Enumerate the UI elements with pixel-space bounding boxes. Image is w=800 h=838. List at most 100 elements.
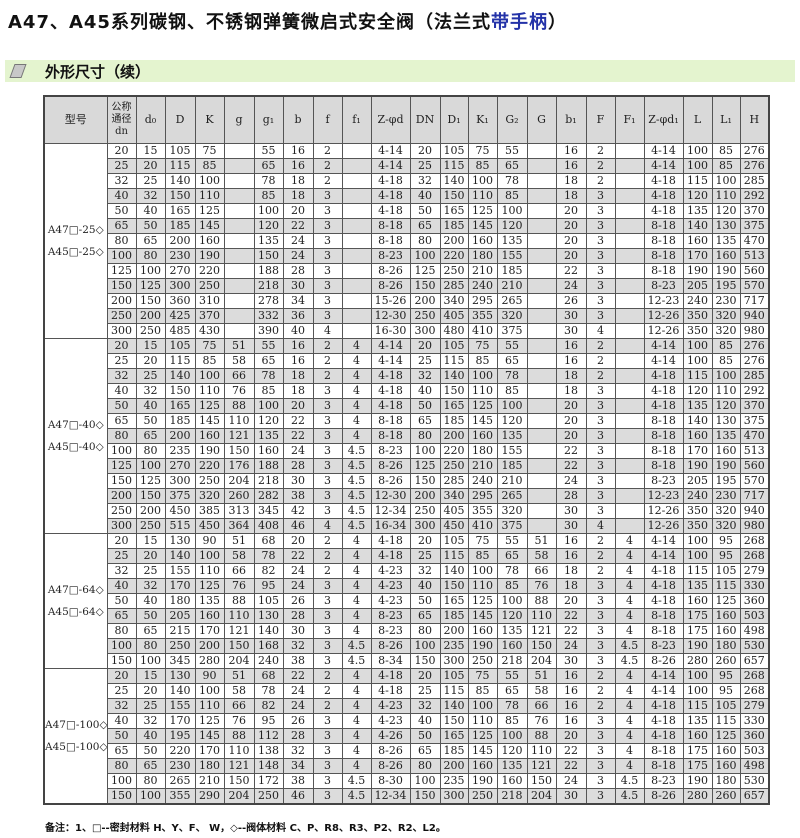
table-cell: 30 xyxy=(555,503,587,519)
table-cell: 58 xyxy=(223,683,255,699)
table-cell: 150 xyxy=(439,383,469,399)
table-cell: 8-26 xyxy=(370,263,411,279)
table-cell: 200 xyxy=(409,293,441,309)
table-cell: 30 xyxy=(555,323,587,339)
table-cell xyxy=(614,173,645,189)
table-cell: 50 xyxy=(409,728,441,744)
table-cell: 140 xyxy=(164,173,196,189)
table-cell: 8-26 xyxy=(370,758,411,774)
table-cell: 176 xyxy=(223,458,255,474)
table-cell: 16 xyxy=(555,668,587,684)
table-cell: 3 xyxy=(312,413,343,429)
table-cell: 160 xyxy=(253,443,284,459)
table-cell: 3 xyxy=(585,788,616,805)
table-cell: 88 xyxy=(223,728,255,744)
table-cell: 75 xyxy=(467,533,498,549)
table-cell: 345 xyxy=(253,503,284,519)
table-cell: 8-18 xyxy=(643,218,684,234)
table-cell: 4-18 xyxy=(370,368,411,384)
table-cell: 135 xyxy=(496,758,528,774)
table-cell: 270 xyxy=(164,458,196,474)
table-cell: 180 xyxy=(711,773,741,789)
table-cell: 160 xyxy=(682,428,713,444)
table-cell: 22 xyxy=(555,743,587,759)
table-cell: 76 xyxy=(526,578,557,594)
table-cell: 135 xyxy=(711,233,741,249)
table-cell: 240 xyxy=(253,653,284,669)
table-cell: 340 xyxy=(439,293,469,309)
table-cell: 24 xyxy=(555,278,587,294)
table-cell: 140 xyxy=(439,173,469,189)
table-cell: 22 xyxy=(282,428,314,444)
table-cell: 3 xyxy=(312,308,343,324)
table-cell: 172 xyxy=(253,773,284,789)
table-cell: 330 xyxy=(739,578,770,594)
table-cell: 125 xyxy=(467,593,498,609)
table-cell: 4 xyxy=(341,413,372,429)
table-cell: 4-14 xyxy=(370,158,411,174)
table-cell: 65 xyxy=(106,743,137,759)
table-cell: 100 xyxy=(467,368,498,384)
table-cell: 285 xyxy=(439,473,469,489)
table-cell: 160 xyxy=(711,443,741,459)
table-cell: 140 xyxy=(439,563,469,579)
table-cell: 155 xyxy=(164,563,196,579)
table-cell: 65 xyxy=(253,158,284,174)
table-cell: 4-23 xyxy=(370,578,411,594)
table-cell: 8-18 xyxy=(643,248,684,264)
table-cell: 4-18 xyxy=(643,563,684,579)
table-cell: 8-26 xyxy=(370,278,411,294)
table-cell: 75 xyxy=(194,143,225,159)
table-cell: 120 xyxy=(253,218,284,234)
table-cell: 4 xyxy=(312,518,343,534)
table-cell: 320 xyxy=(711,323,741,339)
table-cell: 125 xyxy=(106,263,137,279)
table-cell: 3 xyxy=(585,458,616,474)
table-cell: 3 xyxy=(312,188,343,204)
table-cell xyxy=(526,263,557,279)
table-cell: 135 xyxy=(496,233,528,249)
table-cell: 160 xyxy=(194,608,225,624)
table-cell: 210 xyxy=(467,458,498,474)
table-cell: 3 xyxy=(312,263,343,279)
table-cell xyxy=(526,458,557,474)
table-cell: 276 xyxy=(739,158,770,174)
table-cell: 125 xyxy=(409,458,441,474)
table-cell: 100 xyxy=(682,533,713,549)
table-cell xyxy=(614,383,645,399)
table-cell: 100 xyxy=(135,653,166,669)
table-cell: 145 xyxy=(194,218,225,234)
table-cell xyxy=(614,293,645,309)
table-cell: 110 xyxy=(467,188,498,204)
table-cell xyxy=(341,308,372,324)
table-row: 150 100 355 290 204 250 46 3 4.5 12-34 150 300 250 21… xyxy=(44,788,770,805)
table-cell: 18 xyxy=(282,368,314,384)
table-cell: 175 xyxy=(682,608,713,624)
table-cell: 185 xyxy=(439,218,469,234)
table-cell: 4.5 xyxy=(341,518,372,534)
model-name: A47□-64◇ xyxy=(47,584,104,596)
table-cell: 4 xyxy=(312,323,343,339)
table-cell: 8-18 xyxy=(370,233,411,249)
table-cell: 100 xyxy=(682,548,713,564)
table-cell: 32 xyxy=(409,698,441,714)
table-cell: 160 xyxy=(711,623,741,639)
table-cell: 80 xyxy=(106,233,137,249)
table-cell: 4-14 xyxy=(643,683,684,699)
table-cell: 135 xyxy=(682,203,713,219)
table-cell xyxy=(526,278,557,294)
table-cell: 4.5 xyxy=(341,458,372,474)
table-cell: 200 xyxy=(164,233,196,249)
table-cell: 180 xyxy=(711,638,741,654)
table-cell: 50 xyxy=(106,203,137,219)
table-cell: 22 xyxy=(555,263,587,279)
table-cell: 66 xyxy=(223,563,255,579)
table-cell: 4-18 xyxy=(643,188,684,204)
table-cell: 4 xyxy=(341,533,372,549)
table-cell: 150 xyxy=(409,788,441,805)
table-cell: 220 xyxy=(194,263,225,279)
table-cell: 32 xyxy=(282,743,314,759)
table-cell: 185 xyxy=(439,743,469,759)
table-cell: 2 xyxy=(312,668,343,684)
table-cell: 170 xyxy=(164,713,196,729)
